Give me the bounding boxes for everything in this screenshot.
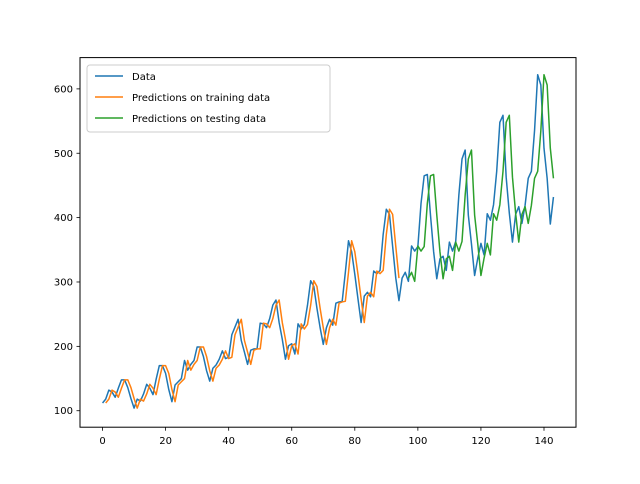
y-tick-label: 500 <box>54 149 73 160</box>
legend-label-2: Predictions on testing data <box>132 114 266 125</box>
legend-box <box>86 64 331 133</box>
x-tick-label: 80 <box>348 436 361 447</box>
x-tick-label: 20 <box>159 436 172 447</box>
x-tick-label: 140 <box>534 436 553 447</box>
y-tick-label: 400 <box>54 213 73 224</box>
x-tick-label: 100 <box>408 436 427 447</box>
y-axis-ticks: 100 200 300 400 500 600 <box>54 84 80 417</box>
legend-label-0: Data <box>132 72 156 83</box>
y-tick-label: 300 <box>54 277 73 288</box>
y-tick-label: 600 <box>54 84 73 95</box>
x-tick-label: 120 <box>471 436 490 447</box>
series-line-1 <box>105 208 400 409</box>
series-line-2 <box>407 73 555 283</box>
axes-frame <box>79 57 577 428</box>
x-axis-ticks: 0 20 40 60 80 100 120 140 <box>99 427 554 447</box>
x-tick-label: 60 <box>285 436 298 447</box>
series-layer <box>101 73 555 409</box>
y-tick-label: 200 <box>54 342 73 353</box>
x-tick-label: 40 <box>222 436 235 447</box>
x-tick-label: 0 <box>99 436 105 447</box>
y-tick-label: 100 <box>54 406 73 417</box>
legend: Data Predictions on training data Predicti… <box>86 64 331 133</box>
legend-label-1: Predictions on training data <box>132 93 270 104</box>
